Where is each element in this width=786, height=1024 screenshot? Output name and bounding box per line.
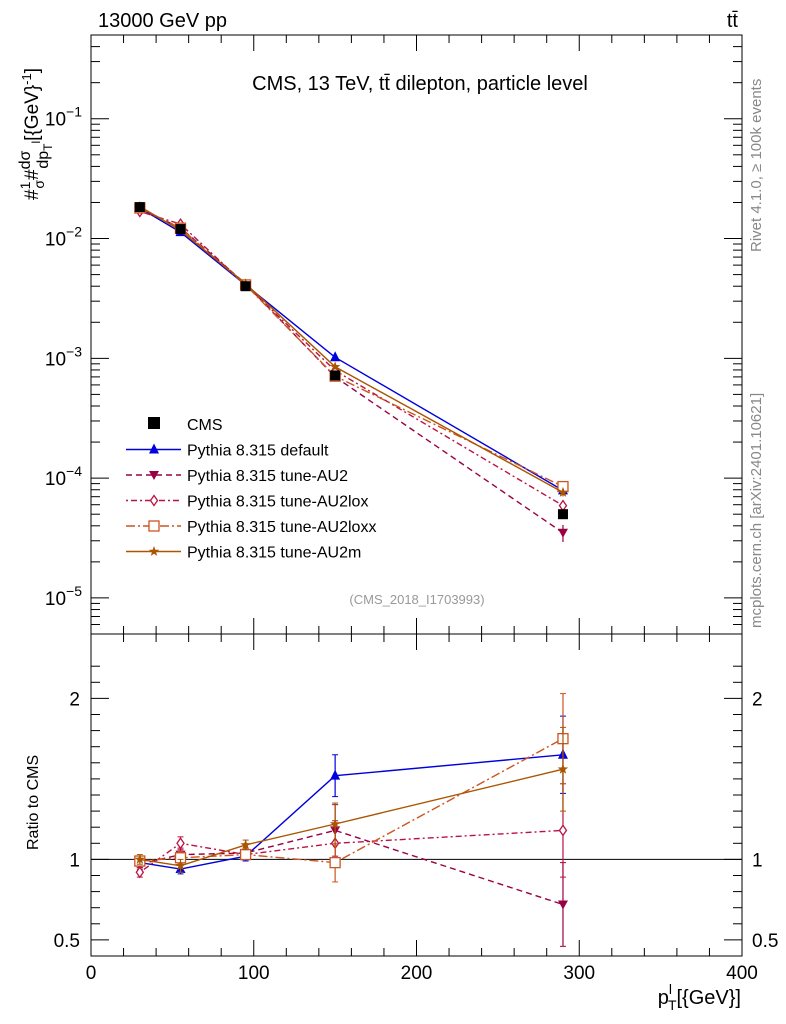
y-tick-label: 10−4 xyxy=(45,463,82,490)
y-axis-title: #1σ#dσdpTl[{GeV}-1] xyxy=(17,68,55,200)
data-point xyxy=(134,202,145,213)
legend-marker xyxy=(148,520,160,532)
plot-title: CMS, 13 TeV, tt̄ dilepton, particle leve… xyxy=(252,73,588,95)
legend-marker xyxy=(149,494,159,507)
y-tick-label: 10−2 xyxy=(45,224,82,251)
series-point xyxy=(557,486,569,497)
series-point xyxy=(329,361,341,372)
main-series xyxy=(134,201,569,542)
y-tick-label: 10−3 xyxy=(45,343,82,370)
ratio-point xyxy=(176,837,185,850)
ratio-point xyxy=(329,818,341,829)
ratio-line xyxy=(139,754,564,870)
header-left: 13000 GeV pp xyxy=(98,10,227,32)
ratio-point xyxy=(557,900,568,910)
ratio-tick-label-right: 2 xyxy=(752,689,763,710)
watermark: (CMS_2018_I1703993) xyxy=(349,592,484,607)
ratio-tick-label: 2 xyxy=(69,689,80,710)
ratio-tick-label-right: 1 xyxy=(752,850,763,871)
ratio-plot-frame xyxy=(90,633,743,957)
ratio-line xyxy=(139,829,564,873)
ratio-point xyxy=(330,769,341,780)
data-point xyxy=(175,224,186,235)
legend-label-cms: CMS xyxy=(187,417,223,434)
ratio-point xyxy=(134,853,146,864)
y-tick-label: 10−1 xyxy=(45,104,82,131)
series-point xyxy=(558,499,568,512)
x-tick-label: 400 xyxy=(726,963,758,984)
svg-text:plT[{GeV}]: pl T[{GeV}] xyxy=(658,981,741,1013)
ratio-point xyxy=(239,848,252,861)
legend-label: Pythia 8.315 tune-AU2loxx xyxy=(187,519,376,536)
axis-ticks xyxy=(90,34,743,956)
header-right: tt̄ xyxy=(727,10,739,32)
x-tick-label: 0 xyxy=(86,963,97,984)
ratio-tick-label: 1 xyxy=(69,850,80,871)
legend-marker xyxy=(148,546,160,556)
ratio-line xyxy=(139,768,564,867)
ratio-point xyxy=(329,856,341,869)
ratio-point xyxy=(557,763,569,774)
legend-label: Pythia 8.315 default xyxy=(187,443,329,460)
ratio-point xyxy=(175,860,186,871)
rivet-label: Rivet 4.1.0, ≥ 100k events xyxy=(748,79,765,252)
ratio-point xyxy=(558,824,568,837)
ratio-tick-label: 0.5 xyxy=(54,931,80,952)
ratio-line xyxy=(139,829,564,906)
legend-marker xyxy=(149,443,159,454)
x-axis-title: pl T[{GeV}] xyxy=(658,981,741,1013)
series-point xyxy=(557,528,568,538)
ratio-point xyxy=(135,866,145,879)
legend-marker xyxy=(149,471,159,480)
ratio-tick-label-right: 0.5 xyxy=(752,931,778,952)
ratio-axis-title: Ratio to CMS xyxy=(25,755,42,850)
legend-label: Pythia 8.315 tune-AU2m xyxy=(187,545,361,562)
y-tick-labels: 10−5 10−4 10−3 10−2 10−1 0.5 0.5 1 1 2 2 xyxy=(45,104,779,952)
legend-label: Pythia 8.315 tune-AU2 xyxy=(187,468,348,485)
ratio-line xyxy=(139,737,564,864)
svg-text:#1σ#dσdpTl[{GeV}-1]: #1σ#dσdpTl[{GeV}-1] xyxy=(17,68,55,200)
y-tick-label: 10−5 xyxy=(45,583,82,610)
legend: CMS Pythia 8.315 default Pythia 8.315 tune… xyxy=(126,417,376,562)
x-tick-label: 100 xyxy=(238,963,270,984)
data-point xyxy=(557,509,568,520)
cms-data-points xyxy=(134,202,568,520)
series-point xyxy=(330,351,341,362)
x-tick-label: 300 xyxy=(563,963,595,984)
data-point xyxy=(240,281,251,292)
ratio-series xyxy=(134,693,569,947)
ratio-point xyxy=(240,839,251,850)
series-line xyxy=(139,210,564,507)
data-point xyxy=(330,370,341,381)
x-tick-label: 200 xyxy=(401,963,433,984)
x-tick-labels: 0 100 200 300 400 xyxy=(86,963,758,984)
mcplots-label: mcplots.cern.ch [arXiv:2401.10621] xyxy=(748,393,765,628)
legend-marker-cms xyxy=(148,417,160,429)
legend-label: Pythia 8.315 tune-AU2lox xyxy=(187,494,368,511)
